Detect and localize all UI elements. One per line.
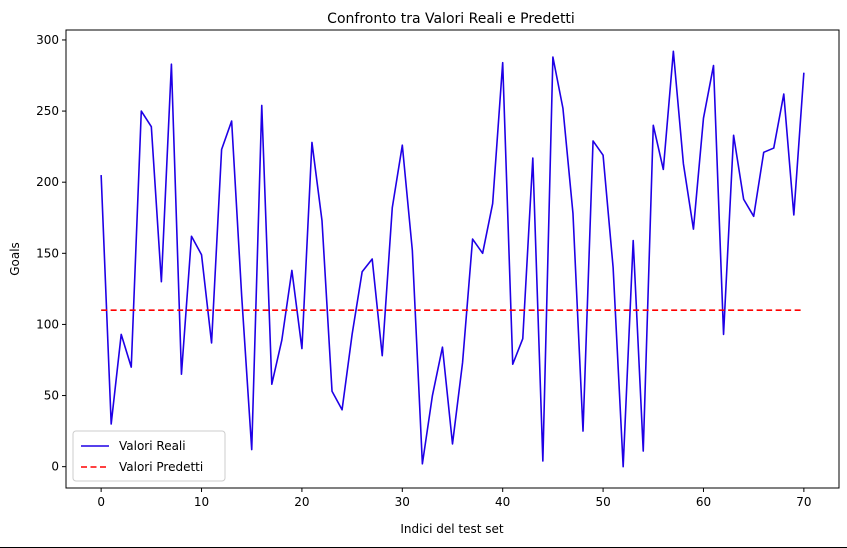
y-tick-label-0: 0 xyxy=(51,460,59,474)
x-tick-label-20: 20 xyxy=(294,495,309,509)
x-tick-label-50: 50 xyxy=(595,495,610,509)
y-tick-label-150: 150 xyxy=(36,246,59,260)
series-line-0 xyxy=(100,50,805,468)
y-tick-label-50: 50 xyxy=(44,389,59,403)
x-axis: 0 10 20 30 40 50 60 70 xyxy=(97,488,812,509)
x-axis-label: Indici del test set xyxy=(400,522,503,536)
plot-frame xyxy=(65,29,840,489)
y-tick-label-300: 300 xyxy=(36,33,59,47)
x-tick-label-60: 60 xyxy=(696,495,711,509)
x-tick-label-0: 0 xyxy=(97,495,105,509)
y-tick-label-200: 200 xyxy=(36,175,59,189)
x-tick-label-10: 10 xyxy=(194,495,209,509)
legend-label-0: Valori Reali xyxy=(119,439,186,453)
x-tick-label-70: 70 xyxy=(796,495,811,509)
x-tick-label-40: 40 xyxy=(495,495,510,509)
legend: Valori Reali Valori Predetti xyxy=(72,430,226,482)
y-tick-label-250: 250 xyxy=(36,104,59,118)
y-axis-label: Goals xyxy=(8,242,22,276)
plot-area xyxy=(65,29,840,489)
y-tick-label-100: 100 xyxy=(36,317,59,331)
series-layer xyxy=(100,50,805,468)
legend-label-1: Valori Predetti xyxy=(119,460,203,474)
legend-box xyxy=(72,430,226,482)
x-tick-label-30: 30 xyxy=(395,495,410,509)
y-axis: 0 50 100 150 200 250 300 xyxy=(36,33,66,474)
chart-title: Confronto tra Valori Reali e Predetti xyxy=(327,11,575,27)
